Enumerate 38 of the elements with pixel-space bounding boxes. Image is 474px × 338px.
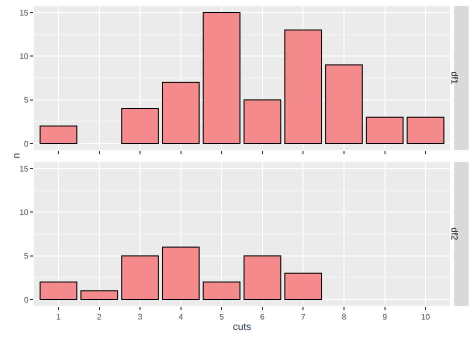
x-tick-label: 8 [342, 312, 347, 322]
y-tick-label: 10 [19, 52, 29, 61]
bar [406, 116, 444, 144]
text: df1 [449, 72, 460, 84]
y-tick-label: 15 [19, 8, 29, 18]
bar [80, 290, 118, 300]
bar [325, 64, 363, 144]
x-tick-label: 3 [138, 312, 143, 322]
bar [40, 126, 78, 144]
bar [284, 272, 322, 300]
y-tick-label: 10 [19, 208, 29, 217]
bar [244, 99, 282, 144]
x-tick-label: 5 [219, 312, 224, 322]
bar [121, 108, 159, 144]
bar [162, 246, 200, 300]
y-tick-label: 15 [19, 164, 29, 174]
x-tick-label: 6 [260, 312, 266, 322]
x-tick-label: 1 [56, 312, 62, 322]
x-axis-title: cuts [232, 322, 252, 334]
x-tick-label: 4 [178, 312, 184, 322]
bar [366, 116, 404, 144]
bar [284, 30, 322, 144]
y-tick-label: 5 [24, 252, 29, 261]
y-tick-label: 5 [24, 96, 29, 105]
bar [202, 282, 240, 300]
bar [40, 282, 78, 300]
bar [202, 12, 240, 144]
x-tick-label: 7 [300, 312, 306, 322]
text: df2 [449, 228, 460, 240]
bar [121, 255, 159, 300]
bar [162, 82, 200, 144]
bar [244, 255, 282, 300]
y-tick-label: 0 [24, 295, 29, 304]
x-tick-label: 9 [382, 312, 388, 322]
x-tick-label: 2 [97, 312, 102, 322]
y-tick-label: 0 [24, 139, 29, 148]
y-axis-title: n [12, 152, 23, 159]
x-tick-label: 10 [421, 312, 431, 322]
